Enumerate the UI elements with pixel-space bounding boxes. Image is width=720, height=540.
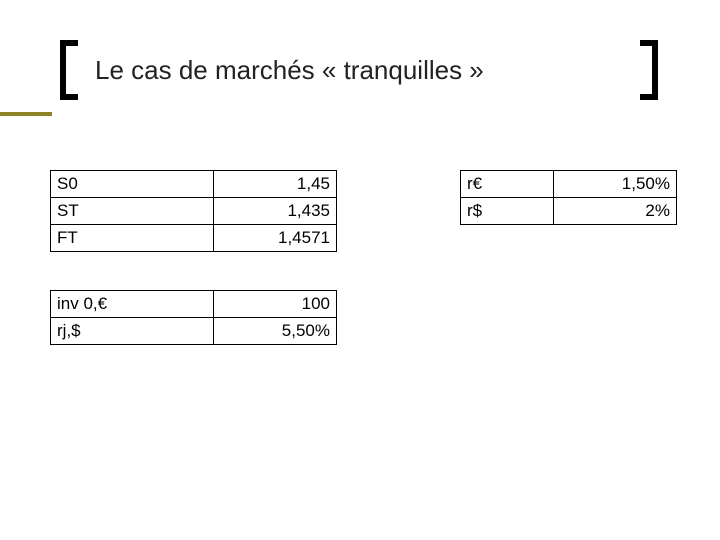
cell-value: 2% [554,198,677,225]
title-bracket-left [60,40,78,100]
table-row: ST 1,435 [51,198,337,225]
cell-label: ST [51,198,214,225]
table-rates-spot-fwd: S0 1,45 ST 1,435 FT 1,4571 [50,170,337,252]
cell-value: 1,435 [214,198,337,225]
slide-title: Le cas de marchés « tranquilles » [95,55,484,86]
cell-label: r$ [461,198,554,225]
cell-label: FT [51,225,214,252]
table-row: S0 1,45 [51,171,337,198]
cell-value: 1,50% [554,171,677,198]
table-row: r€ 1,50% [461,171,677,198]
table-investment: inv 0,€ 100 rj,$ 5,50% [50,290,337,345]
table-interest-rates: r€ 1,50% r$ 2% [460,170,677,225]
table-row: FT 1,4571 [51,225,337,252]
cell-value: 5,50% [214,318,337,345]
cell-value: 1,4571 [214,225,337,252]
cell-label: inv 0,€ [51,291,214,318]
cell-label: S0 [51,171,214,198]
table-row: rj,$ 5,50% [51,318,337,345]
table-row: r$ 2% [461,198,677,225]
title-bracket-right [640,40,658,100]
title-accent-line [0,112,52,116]
cell-label: rj,$ [51,318,214,345]
cell-value: 100 [214,291,337,318]
cell-label: r€ [461,171,554,198]
cell-value: 1,45 [214,171,337,198]
table-row: inv 0,€ 100 [51,291,337,318]
